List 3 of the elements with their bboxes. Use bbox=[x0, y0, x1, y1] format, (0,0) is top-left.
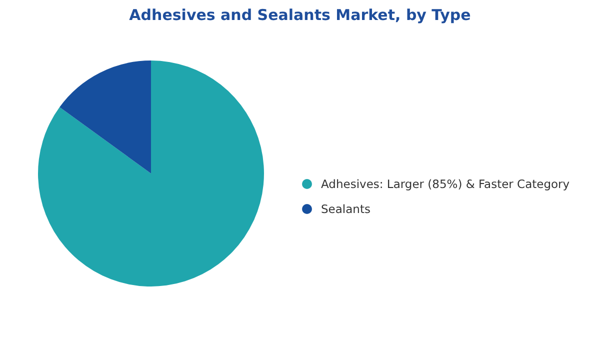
legend-label: Adhesives: Larger (85%) & Faster Category bbox=[321, 177, 570, 191]
legend-label: Sealants bbox=[321, 202, 370, 216]
chart-title: Adhesives and Sealants Market, by Type bbox=[128, 6, 472, 24]
